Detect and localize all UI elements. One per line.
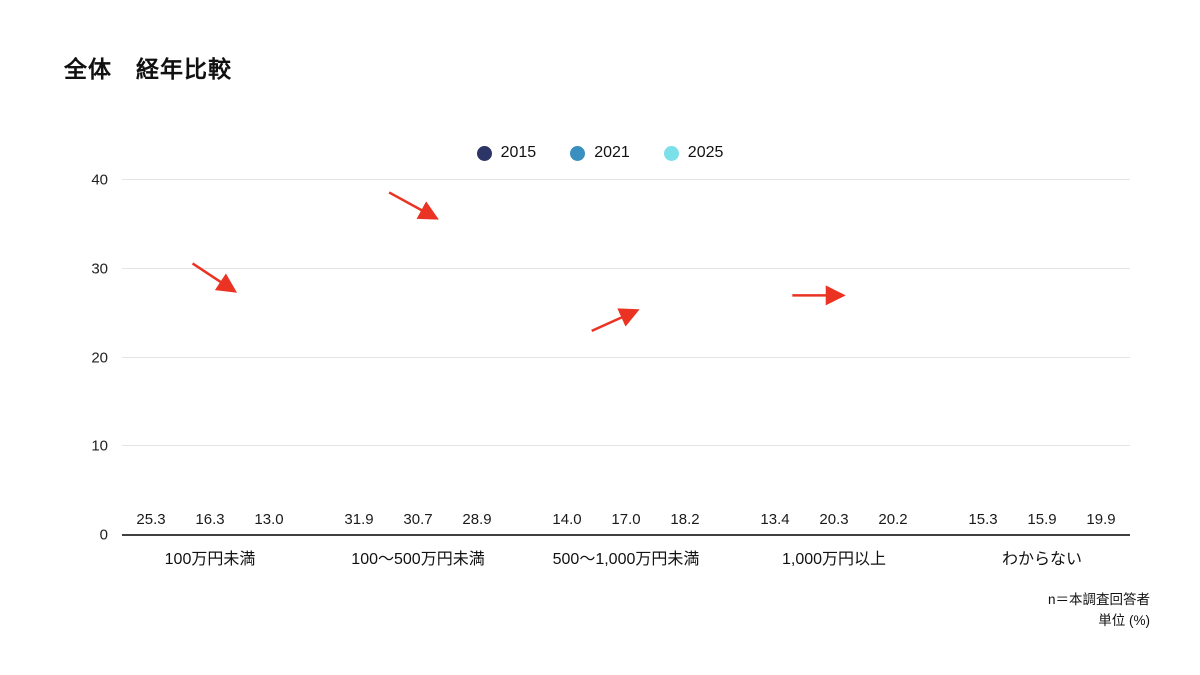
legend-item-2015: 2015 (476, 144, 537, 162)
bar-value-label: 15.9 (1027, 511, 1057, 528)
x-category-label: 100万円未満 (164, 551, 256, 568)
plot-area: 0 10 20 30 40 25.3 16.3 13.0 31.9 30.7 28.9 14.0 17.… (91, 172, 1130, 544)
bar-value-label: 17.0 (611, 511, 641, 528)
legend-dot (476, 145, 492, 161)
legend-label: 2015 (500, 144, 537, 161)
x-axis-labels: 100万円未満 100〜500万円未満 500〜1,000万円未満 1,000万円以上… (122, 545, 1130, 569)
bar-value-label: 16.3 (195, 511, 225, 528)
x-category-label: 1,000万円以上 (781, 551, 887, 568)
y-tick-label: 0 (99, 526, 108, 544)
x-category-label: 500〜1,000万円未満 (552, 551, 700, 568)
bar-value-label: 13.0 (254, 511, 284, 528)
legend-label: 2025 (687, 144, 724, 161)
bar-value-label: 31.9 (344, 511, 374, 528)
gridline-10 (122, 445, 1130, 447)
gridline-40 (122, 179, 1130, 180)
legend-item-2025: 2025 (663, 144, 724, 162)
x-category-label: わからない (1001, 551, 1082, 568)
bar-value-label: 20.2 (878, 511, 908, 528)
legend-dot (570, 145, 586, 161)
footnote-unit: 単位 (%) (1098, 612, 1150, 628)
bar-value-label: 19.9 (1086, 511, 1116, 528)
bar-value-label: 14.0 (552, 511, 582, 528)
footnote-n: n＝本調査回答者 (1047, 592, 1150, 607)
y-tick-label: 10 (91, 437, 108, 455)
gridline-30 (122, 267, 1130, 269)
footnote: n＝本調査回答者 単位 (%) (1048, 590, 1150, 632)
y-tick-label: 20 (91, 349, 108, 366)
bar-value-label: 25.3 (136, 511, 166, 528)
y-tick-label: 30 (91, 260, 108, 278)
bar-value-label: 13.4 (760, 511, 790, 528)
bar-value-label: 28.9 (462, 511, 492, 528)
gridline-20 (122, 356, 1130, 358)
bar-value-label: 18.2 (670, 511, 700, 528)
page-title: 全体 経年比較 (64, 56, 232, 82)
x-axis-line (122, 534, 1130, 536)
x-category-label: 100〜500万円未満 (351, 551, 485, 568)
bar-value-label: 30.7 (403, 511, 433, 528)
bar-value-label: 15.3 (968, 511, 998, 528)
legend-label: 2021 (594, 144, 630, 161)
bar-groups: 25.3 16.3 13.0 31.9 30.7 28.9 14.0 17.0 18.2 13.4… (124, 180, 1128, 535)
bar-chart: 2015 2021 2025 0 10 20 30 40 25.3 16.3 13.0 31.9 30… (0, 143, 1200, 569)
y-tick-label: 40 (91, 171, 108, 189)
chart-legend: 2015 2021 2025 (0, 143, 1200, 163)
bar-value-label: 20.3 (819, 511, 849, 528)
legend-item-2021: 2021 (570, 144, 630, 162)
legend-dot (663, 145, 679, 161)
